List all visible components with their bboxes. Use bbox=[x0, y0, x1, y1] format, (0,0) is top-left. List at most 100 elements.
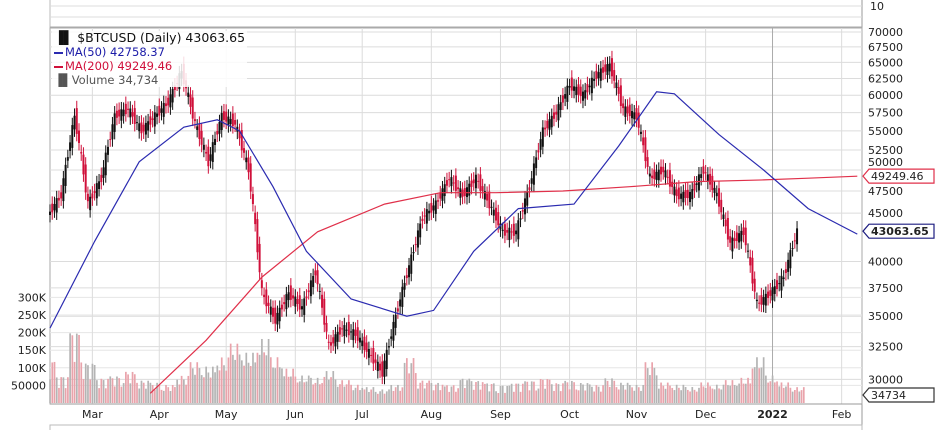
volume-bar bbox=[528, 390, 531, 403]
volume-bar bbox=[265, 355, 268, 403]
candle-body bbox=[581, 91, 584, 101]
volume-bar bbox=[285, 368, 288, 403]
candle-body bbox=[443, 184, 446, 197]
candle-body bbox=[60, 192, 63, 199]
volume-bar bbox=[718, 388, 720, 403]
candle-body bbox=[300, 306, 303, 310]
candle-body bbox=[642, 137, 645, 146]
volume-bar bbox=[281, 368, 283, 403]
candle-body bbox=[305, 296, 308, 299]
candle-body bbox=[787, 259, 790, 272]
volume-bar bbox=[145, 388, 147, 403]
candle-body bbox=[751, 257, 754, 284]
volume-bar bbox=[147, 380, 150, 403]
candle-body bbox=[334, 334, 337, 347]
volume-bar bbox=[724, 380, 727, 403]
candle-body bbox=[546, 120, 549, 129]
volume-bar bbox=[100, 378, 103, 403]
volume-bar bbox=[310, 377, 312, 403]
candle-body bbox=[408, 265, 411, 278]
volume-bar bbox=[537, 388, 540, 403]
volume-bar bbox=[691, 387, 694, 403]
volume-bar bbox=[276, 357, 279, 403]
volume-bar bbox=[189, 362, 192, 403]
candle-body bbox=[718, 188, 720, 207]
candle-body bbox=[379, 363, 382, 371]
candle-body bbox=[98, 181, 101, 190]
volume-bar bbox=[165, 384, 167, 403]
volume-bar bbox=[785, 386, 787, 403]
volume-bar bbox=[577, 390, 580, 403]
candle-body bbox=[160, 108, 163, 113]
volume-bar bbox=[651, 362, 653, 403]
volume-bar bbox=[69, 333, 71, 403]
volume-bar bbox=[80, 362, 83, 403]
volume-bar bbox=[397, 384, 399, 403]
volume-bar bbox=[403, 362, 406, 403]
volume-bar bbox=[733, 385, 736, 403]
volume-bar bbox=[678, 387, 680, 403]
candle-body bbox=[274, 307, 277, 324]
volume-bar bbox=[459, 380, 462, 403]
volume-bar bbox=[200, 375, 203, 403]
candle-body bbox=[430, 202, 433, 213]
candle-body bbox=[129, 108, 132, 118]
volume-bar bbox=[205, 366, 207, 403]
volume-bar bbox=[526, 381, 529, 403]
candle-body bbox=[162, 102, 165, 117]
candle-body bbox=[218, 122, 221, 134]
volume-bar bbox=[214, 372, 216, 403]
month-label: Dec bbox=[695, 408, 716, 421]
volume-bar bbox=[368, 391, 370, 403]
candle-body bbox=[202, 144, 205, 150]
volume-bar bbox=[120, 386, 123, 403]
candle-body bbox=[666, 176, 669, 178]
candle-body bbox=[198, 123, 201, 139]
price-tick-label: 50000 bbox=[868, 156, 903, 169]
candle-body bbox=[287, 292, 290, 301]
volume-bar bbox=[84, 363, 87, 403]
volume-bar bbox=[78, 334, 80, 403]
candle-body bbox=[535, 157, 538, 169]
volume-bar bbox=[390, 384, 393, 403]
ma200-value-tag: 49249.46 bbox=[862, 168, 935, 184]
candle-body bbox=[267, 302, 270, 306]
candle-body bbox=[715, 192, 718, 197]
month-label: 2022 bbox=[757, 408, 788, 421]
candle-body bbox=[370, 354, 373, 356]
price-tick-label: 65000 bbox=[868, 56, 903, 69]
candle-body bbox=[193, 119, 196, 122]
candle-body bbox=[700, 174, 703, 179]
volume-bar bbox=[263, 352, 265, 403]
volume-bar bbox=[283, 376, 286, 403]
volume-bar bbox=[345, 384, 348, 403]
volume-bar bbox=[711, 388, 714, 403]
candle-body bbox=[149, 116, 152, 125]
candle-body bbox=[593, 78, 596, 81]
candle-body bbox=[515, 230, 518, 235]
volume-bar bbox=[91, 363, 94, 403]
volume-bar bbox=[142, 382, 145, 403]
candle-body bbox=[354, 329, 357, 336]
volume-bar bbox=[75, 333, 78, 403]
volume-bar bbox=[571, 380, 573, 403]
candle-body bbox=[135, 122, 138, 124]
volume-bar bbox=[372, 387, 375, 403]
candle-body bbox=[633, 112, 636, 120]
candle-body bbox=[483, 191, 486, 200]
volume-bar bbox=[680, 390, 682, 403]
candle-body bbox=[256, 219, 259, 253]
candle-body bbox=[686, 189, 689, 199]
candle-body bbox=[211, 142, 214, 162]
candle-body bbox=[773, 286, 776, 294]
volume-bar bbox=[426, 382, 428, 403]
candle-body bbox=[693, 183, 696, 191]
candle-body bbox=[321, 294, 324, 308]
volume-bar bbox=[539, 378, 542, 403]
candle-body bbox=[503, 224, 506, 236]
candle-body bbox=[648, 173, 651, 177]
candle-body bbox=[164, 103, 167, 107]
candle-body bbox=[564, 94, 567, 99]
volume-bar bbox=[669, 385, 671, 403]
candle-body bbox=[550, 115, 553, 128]
